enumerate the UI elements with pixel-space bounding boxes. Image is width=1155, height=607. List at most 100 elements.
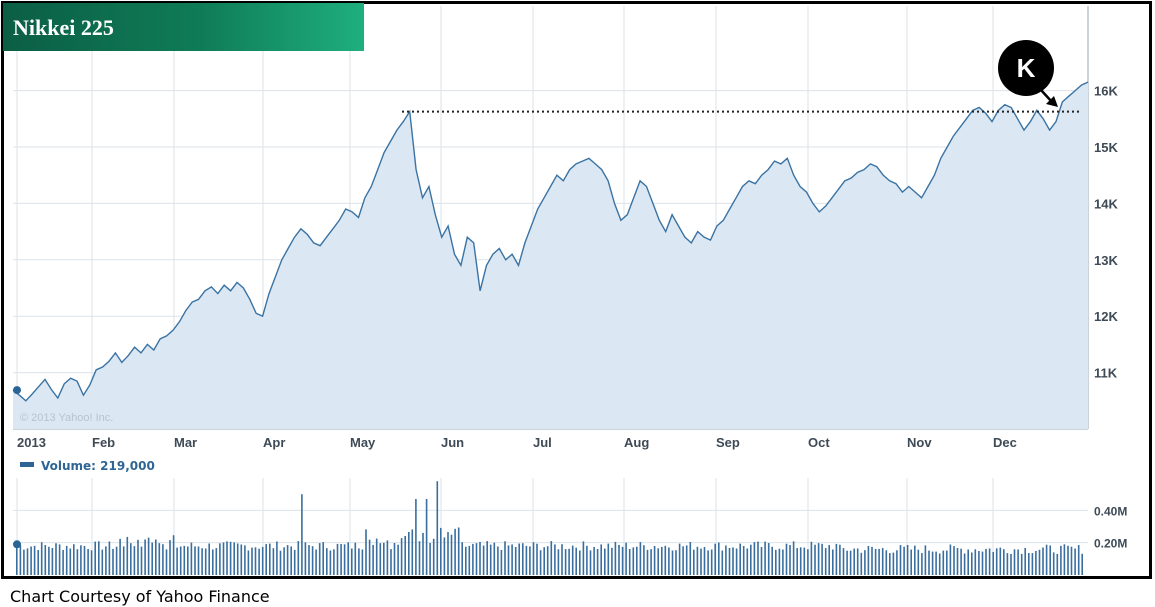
volume-bar	[604, 548, 606, 575]
volume-bar	[83, 546, 86, 575]
volume-bar	[236, 543, 239, 575]
volume-bar	[418, 541, 421, 575]
x-tick-label: Nov	[907, 435, 932, 450]
volume-bar	[775, 549, 777, 575]
y-tick-label: 11K	[1094, 366, 1118, 381]
volume-bar	[771, 546, 773, 575]
price-line	[12, 81, 1089, 402]
volume-bar	[440, 527, 442, 575]
volume-bar	[500, 550, 503, 575]
volume-bar	[151, 542, 153, 575]
volume-bar	[340, 544, 342, 575]
volume-bar	[1077, 545, 1080, 575]
volume-bar	[963, 553, 966, 575]
volume-bar	[329, 550, 332, 575]
volume-bar	[425, 499, 428, 575]
volume-bar	[1067, 545, 1069, 575]
volume-bar	[87, 549, 89, 575]
volume-bar	[1038, 549, 1041, 575]
volume-bar	[835, 543, 838, 575]
volume-bar	[37, 550, 39, 575]
x-tick-label: Dec	[993, 435, 1017, 450]
volume-bar	[856, 548, 859, 575]
volume-bar	[233, 542, 235, 575]
volume-bar	[158, 543, 161, 575]
volume-bar	[536, 543, 538, 575]
volume-bar	[889, 553, 891, 575]
volume-bar	[411, 529, 414, 575]
volume-bar	[1035, 551, 1037, 575]
volume-bar	[137, 539, 139, 575]
volume-bar	[482, 545, 485, 575]
volume-bar	[867, 546, 870, 575]
volume-bar	[326, 548, 328, 575]
x-tick-label: Jun	[441, 435, 464, 450]
volume-bar	[229, 541, 232, 575]
volume-bar	[354, 542, 357, 575]
volume-bar	[408, 532, 410, 575]
volume-bar	[824, 548, 827, 575]
volume-bar	[276, 541, 278, 575]
x-tick-label: Mar	[174, 435, 197, 450]
volume-bar	[1042, 547, 1044, 575]
volume-bar	[960, 548, 962, 575]
volume-bar	[796, 548, 798, 575]
volume-bar	[197, 546, 200, 575]
volume-bar	[279, 550, 282, 575]
volume-bar	[112, 548, 114, 575]
volume-bar	[358, 548, 360, 575]
volume-bar	[55, 543, 57, 575]
volume-bar	[1060, 545, 1062, 575]
volume-bar	[475, 543, 478, 575]
volume-bar	[286, 545, 289, 575]
volume-bar	[1010, 554, 1012, 575]
volume-bar	[853, 548, 855, 575]
y-tick-label: 14K	[1094, 196, 1118, 211]
volume-bar	[575, 547, 577, 575]
volume-bar	[906, 545, 909, 575]
volume-bar	[183, 545, 186, 575]
volume-bar	[105, 546, 107, 575]
volume-bar	[19, 545, 22, 575]
volume-bar	[546, 546, 549, 575]
volume-bar	[600, 544, 602, 575]
volume-bar	[714, 543, 716, 575]
volume-bar	[504, 541, 506, 575]
volume-bar	[543, 547, 545, 575]
volume-bar	[636, 546, 638, 575]
volume-bar	[817, 543, 820, 575]
volume-bar	[896, 550, 898, 575]
volume-bar	[62, 550, 64, 575]
volume-bar	[283, 547, 285, 575]
volume-tick-label: 0.40M	[1094, 504, 1127, 518]
volume-bar	[871, 546, 873, 575]
volume-bar	[169, 540, 171, 575]
y-tick-label: 16K	[1094, 84, 1118, 99]
volume-bar	[671, 550, 674, 575]
volume-bar	[739, 543, 741, 575]
volume-start-dot	[13, 540, 21, 549]
volume-bar	[757, 541, 759, 575]
volume-bar	[650, 549, 652, 575]
volume-bar	[792, 541, 795, 575]
volume-bar	[981, 551, 984, 575]
volume-bar	[974, 549, 977, 575]
volume-bar	[222, 542, 225, 575]
volume-bar	[347, 542, 349, 575]
volume-bar	[710, 549, 713, 575]
volume-bar	[375, 538, 378, 575]
volume-bar	[176, 547, 178, 575]
volume-bar	[864, 550, 866, 575]
volume-bar	[1081, 553, 1083, 575]
y-tick-label: 15K	[1094, 140, 1118, 155]
volume-bar	[372, 544, 374, 575]
volume-bar	[821, 543, 823, 575]
volume-bar	[454, 528, 456, 575]
volume-bar	[632, 547, 635, 575]
volume-bar	[1017, 549, 1019, 575]
volume-bar	[422, 532, 424, 575]
volume-bar	[130, 543, 132, 575]
volume-bar	[468, 545, 471, 575]
volume-bar	[646, 549, 649, 575]
volume-bar	[450, 534, 453, 575]
